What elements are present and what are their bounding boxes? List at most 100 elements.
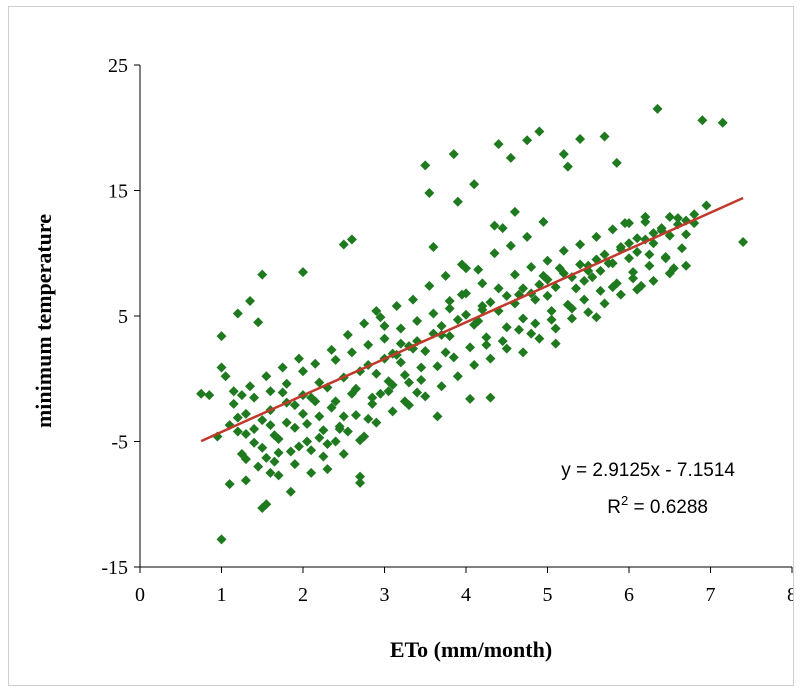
data-point [322, 464, 333, 475]
data-point [240, 408, 251, 419]
data-point [611, 157, 622, 168]
data-point [562, 161, 573, 172]
data-point [440, 270, 451, 281]
data-point [452, 314, 463, 325]
data-point [277, 362, 288, 373]
data-point [261, 371, 272, 382]
data-point [314, 411, 325, 422]
data-point [522, 135, 533, 146]
data-point [261, 499, 272, 510]
data-point [640, 211, 651, 222]
data-point [265, 467, 276, 478]
data-point [395, 338, 406, 349]
data-point [408, 294, 419, 305]
data-point [505, 240, 516, 251]
data-point [591, 312, 602, 323]
data-point [717, 117, 728, 128]
data-point [302, 418, 313, 429]
data-point [269, 456, 280, 467]
data-point [485, 297, 496, 308]
data-point [611, 278, 622, 289]
data-point [518, 347, 529, 358]
data-point [546, 305, 557, 316]
data-point [298, 408, 308, 419]
data-point [628, 273, 639, 284]
data-point [542, 274, 553, 285]
data-point [281, 378, 292, 389]
data-point [306, 467, 317, 478]
data-point [587, 272, 598, 283]
data-point [469, 319, 480, 330]
data-point [632, 233, 643, 244]
data-point [493, 283, 504, 294]
data-point [456, 259, 467, 270]
data-point [444, 303, 455, 314]
data-point [558, 245, 569, 256]
data-point [452, 196, 463, 207]
data-point [501, 322, 512, 333]
data-point [330, 436, 341, 447]
data-point [530, 318, 541, 329]
data-point [228, 386, 239, 397]
data-points [196, 103, 749, 545]
data-point [550, 323, 561, 334]
data-point [595, 285, 606, 296]
x-axis-ticks: 0 1 2 3 4 5 6 7 8 [135, 567, 793, 606]
data-point [530, 294, 541, 305]
x-tick-label: 3 [380, 584, 390, 606]
data-point [550, 282, 561, 293]
data-point [204, 390, 215, 401]
data-point [461, 288, 471, 299]
data-point [632, 246, 643, 257]
data-point [562, 299, 573, 310]
data-point [558, 149, 569, 160]
data-point [403, 377, 414, 388]
data-point [624, 218, 634, 229]
data-point [346, 388, 357, 399]
x-tick-label: 8 [787, 584, 793, 606]
data-point [632, 284, 643, 295]
axes: 0 1 2 3 4 5 6 7 8 25 15 5 -5 -15 [101, 55, 793, 606]
data-point [293, 441, 304, 452]
data-point [497, 336, 508, 347]
data-point [501, 290, 512, 301]
data-point [420, 346, 431, 357]
data-point [424, 188, 435, 199]
data-point [306, 392, 317, 403]
data-point [513, 324, 524, 335]
data-point [624, 238, 634, 249]
data-point [232, 412, 243, 423]
data-point [253, 317, 264, 328]
y-tick-label: 5 [118, 306, 128, 328]
data-point [575, 239, 586, 250]
data-point [648, 228, 659, 239]
data-point [355, 471, 366, 482]
data-point [330, 354, 341, 365]
data-point [473, 264, 484, 275]
data-point [448, 149, 459, 160]
data-point [664, 268, 675, 279]
data-point [289, 422, 300, 433]
data-point [644, 249, 655, 260]
data-point [245, 381, 256, 392]
data-point [664, 211, 675, 222]
data-point [240, 428, 251, 439]
data-point [236, 449, 247, 460]
data-point [412, 316, 423, 327]
data-point [738, 236, 749, 247]
data-point [375, 388, 386, 399]
data-point [375, 312, 386, 323]
data-point [542, 290, 553, 301]
data-point [420, 160, 431, 171]
data-point [469, 179, 480, 190]
y-tick-label: 25 [108, 55, 128, 77]
data-point [485, 353, 496, 364]
data-point [697, 115, 708, 126]
data-point [416, 375, 427, 386]
data-point [599, 298, 610, 309]
data-point [607, 258, 618, 269]
data-point [326, 402, 337, 413]
data-point [672, 213, 683, 224]
data-point [489, 248, 500, 259]
data-point [277, 387, 288, 398]
